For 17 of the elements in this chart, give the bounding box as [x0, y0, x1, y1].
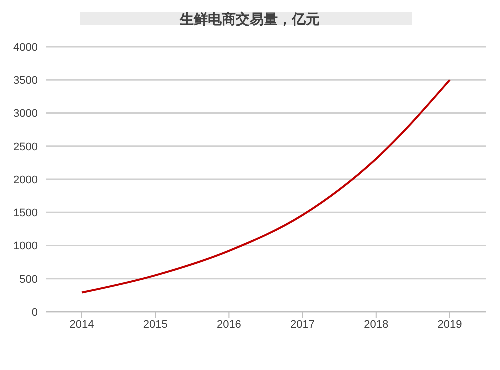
- x-tick-label: 2017: [290, 318, 316, 331]
- y-tick-label: 3500: [14, 75, 38, 88]
- line-series: [81, 79, 451, 294]
- y-tick-label: 3000: [14, 108, 38, 120]
- y-tick-label: 1000: [14, 240, 38, 253]
- y-tick-label: 4000: [14, 42, 38, 54]
- x-tick-label: 2014: [70, 318, 94, 331]
- y-tick-label: 2500: [14, 141, 38, 154]
- y-tick-label: 1500: [14, 208, 38, 220]
- chart-title: 生鲜电商交易量，亿元: [178, 10, 321, 29]
- y-tick-label: 500: [20, 274, 38, 286]
- x-tick-label: 2016: [216, 318, 242, 331]
- x-tick-label: 2019: [438, 318, 462, 331]
- x-tick-label: 2018: [364, 318, 389, 331]
- x-tick-label: 2015: [143, 318, 168, 331]
- y-tick-label: 0: [32, 306, 38, 319]
- y-tick-label: 2000: [14, 174, 38, 186]
